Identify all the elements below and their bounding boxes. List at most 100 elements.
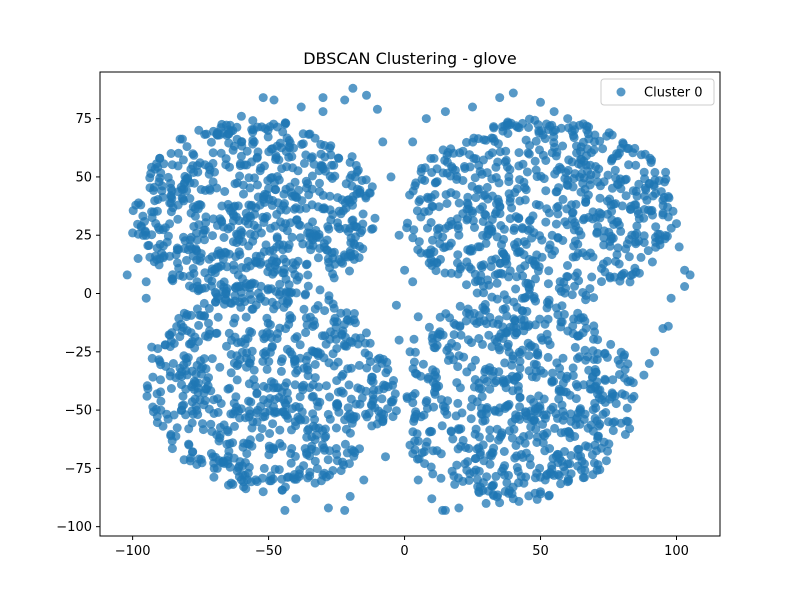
scatter-point [486,262,496,272]
scatter-point [626,201,636,211]
scatter-point [256,292,266,302]
scatter-point [504,272,514,282]
scatter-point [521,292,531,302]
scatter-point [323,455,333,465]
scatter-point [553,458,563,468]
scatter-point [236,475,246,485]
scatter-point [173,161,183,171]
scatter-point [166,431,176,441]
scatter-point [258,212,268,222]
scatter-point [474,184,484,194]
scatter-point [663,202,673,212]
scatter-point [420,176,430,185]
scatter-point [501,146,511,156]
scatter-point [479,281,488,291]
scatter-point [245,326,255,336]
scatter-point [316,139,326,149]
scatter-point [543,352,553,362]
scatter-point [602,256,612,266]
scatter-point [467,181,477,191]
scatter-point [383,382,393,392]
scatter-point [445,313,455,323]
scatter-point [503,129,513,138]
scatter-point [241,312,251,322]
scatter-point [595,419,605,429]
scatter-point [285,288,295,298]
scatter-point [499,249,509,259]
scatter-point [512,272,522,282]
scatter-point [611,399,621,409]
scatter-point [613,216,623,226]
scatter-point [296,102,306,112]
scatter-point [425,427,434,437]
scatter-point [576,313,586,323]
scatter-point [168,359,178,368]
scatter-point [138,230,148,240]
scatter-point [360,338,370,348]
scatter-point [263,132,273,142]
scatter-point [461,443,470,452]
scatter-point [141,277,151,287]
scatter-point [334,407,344,417]
scatter-point [622,239,632,249]
scatter-point [584,212,594,222]
scatter-point [317,331,327,341]
scatter-point [308,347,318,356]
scatter-point [531,200,541,209]
scatter-point [453,250,463,260]
scatter-point [591,403,601,413]
scatter-point [544,490,554,500]
scatter-point [412,206,422,216]
scatter-point [200,268,210,278]
scatter-point [182,255,191,265]
scatter-point [511,410,521,420]
scatter-point [456,424,466,434]
scatter-point [341,179,351,189]
scatter-point [290,177,300,187]
scatter-point [351,399,361,409]
scatter-point [325,470,334,480]
scatter-point [442,199,452,208]
scatter-point [192,228,201,238]
scatter-point [247,346,257,356]
scatter-point [308,217,317,227]
scatter-point [589,293,599,303]
scatter-point [272,257,282,267]
scatter-point [543,279,553,289]
scatter-point [325,263,335,273]
scatter-point [537,235,547,245]
scatter-point [685,270,695,280]
scatter-point [253,122,262,132]
scatter-point [152,389,162,399]
scatter-point [315,397,325,407]
scatter-point [187,406,197,416]
scatter-point [206,419,216,429]
scatter-point [472,319,482,328]
scatter-point [209,472,219,482]
scatter-point [310,456,320,466]
scatter-point [309,421,318,431]
scatter-point [452,378,462,388]
scatter-point [346,233,356,243]
scatter-point [428,469,438,479]
scatter-point [226,350,236,359]
scatter-point [579,473,589,482]
scatter-point [338,206,348,216]
scatter-point [327,174,337,183]
scatter-point [650,347,660,357]
scatter-point [248,116,258,126]
scatter-point [514,148,524,158]
scatter-point [593,222,603,231]
scatter-point [301,260,311,270]
scatter-point [290,334,300,343]
scatter-point [629,391,639,401]
scatter-point [661,167,671,177]
y-tick-label: 25 [75,229,92,244]
scatter-point [487,191,497,201]
scatter-point [515,349,525,359]
scatter-point [232,375,242,385]
scatter-point [581,323,591,333]
scatter-point [323,503,333,513]
scatter-point [432,164,442,174]
scatter-point [163,414,173,424]
